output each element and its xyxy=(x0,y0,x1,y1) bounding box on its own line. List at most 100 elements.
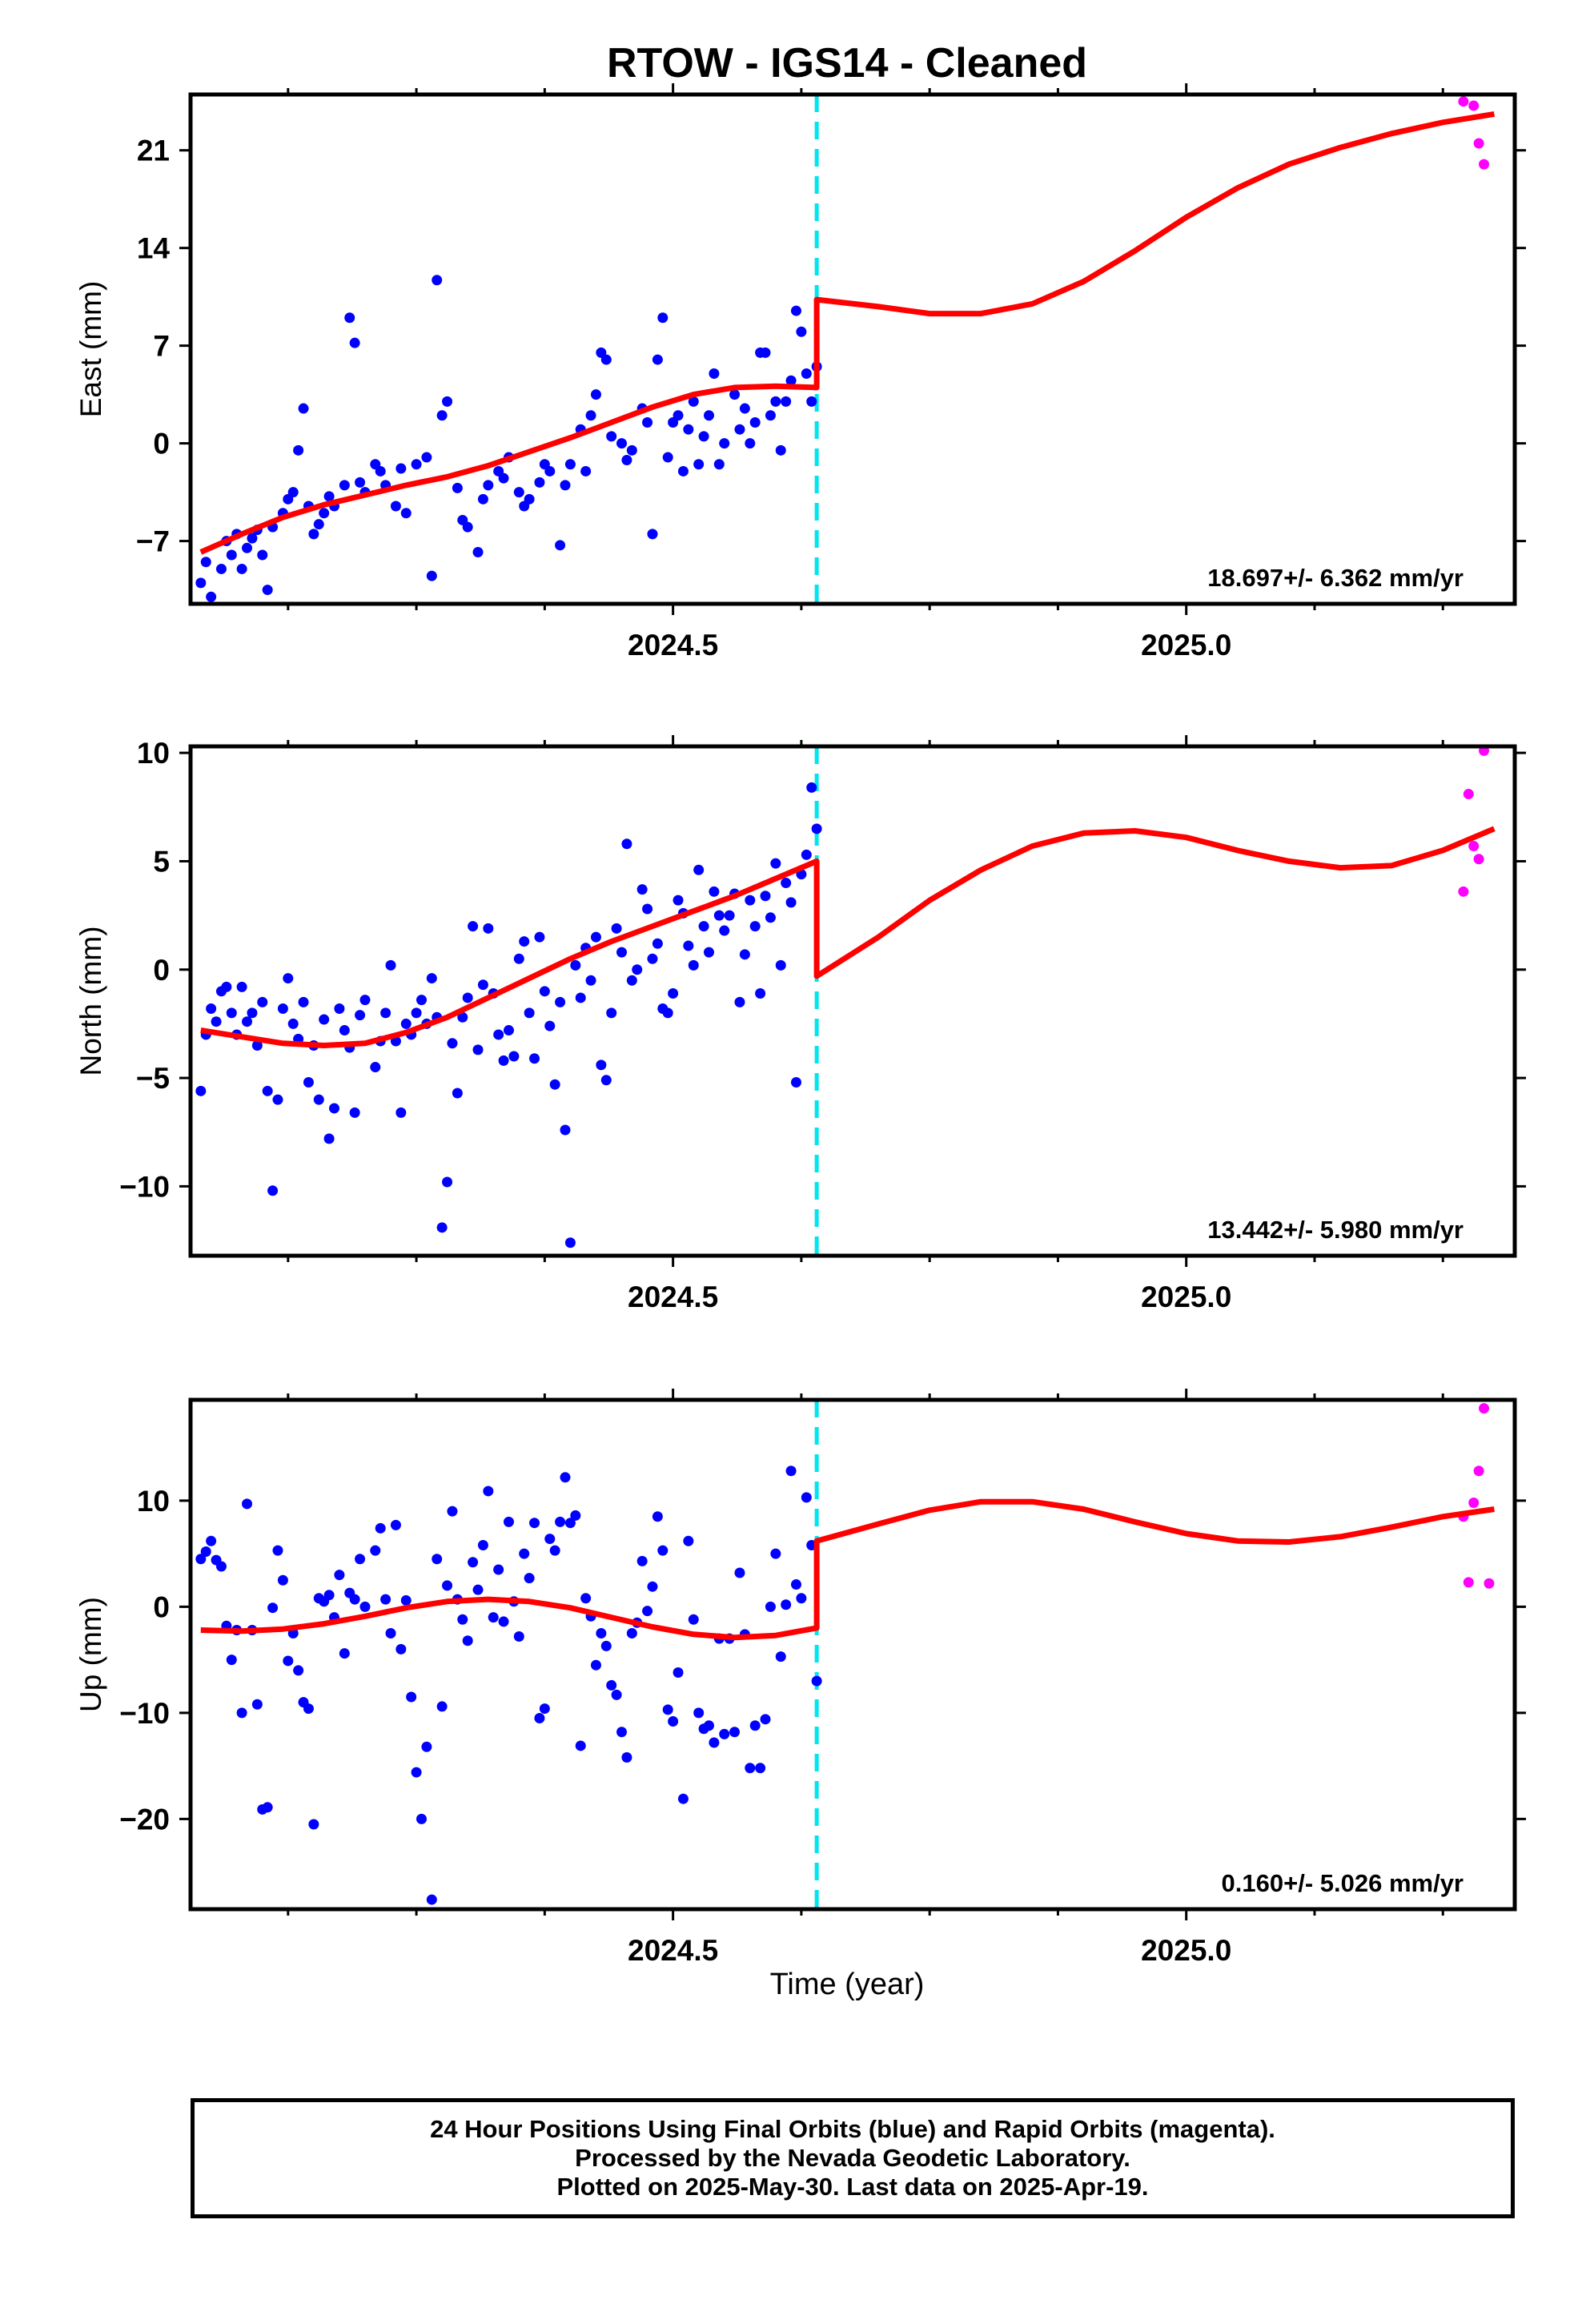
x-tick-label: 2025.0 xyxy=(1141,1934,1231,1967)
final-orbit-point xyxy=(621,455,632,466)
plot-frame xyxy=(188,744,1517,1258)
final-orbit-point xyxy=(251,1699,263,1710)
final-orbit-point xyxy=(355,1554,366,1565)
final-orbit-point xyxy=(673,895,684,906)
final-orbit-point xyxy=(616,1727,628,1738)
final-orbit-point xyxy=(247,533,258,544)
final-orbit-point xyxy=(785,1466,797,1477)
final-orbit-point xyxy=(688,959,699,971)
final-orbit-point xyxy=(359,995,371,1006)
final-orbit-point xyxy=(709,886,720,897)
final-orbit-point xyxy=(642,903,653,915)
final-orbit-point xyxy=(349,337,360,348)
final-orbit-point xyxy=(647,1581,658,1592)
final-orbit-point xyxy=(287,487,299,498)
final-orbit-point xyxy=(380,1594,391,1605)
final-orbit-point xyxy=(215,563,227,574)
final-orbit-point xyxy=(693,1707,705,1719)
final-orbit-point xyxy=(765,410,776,421)
final-orbit-point xyxy=(790,1579,801,1590)
final-orbit-point xyxy=(436,410,448,421)
final-orbit-point xyxy=(534,476,545,488)
final-orbit-point xyxy=(206,1003,217,1014)
x-tick-label: 2024.5 xyxy=(628,1934,718,1967)
final-orbit-point xyxy=(621,838,632,850)
final-orbit-point xyxy=(719,438,730,449)
final-orbit-point xyxy=(334,1003,345,1014)
final-orbit-point xyxy=(596,1628,607,1638)
final-orbit-point xyxy=(734,424,745,435)
final-orbit-point xyxy=(477,493,488,505)
final-orbit-point xyxy=(493,1029,504,1040)
final-orbit-point xyxy=(211,1016,222,1027)
final-orbit-point xyxy=(790,305,801,316)
model-curve xyxy=(199,111,1495,555)
final-orbit-point xyxy=(724,910,735,921)
final-orbit-point xyxy=(529,1518,540,1529)
final-orbit-point xyxy=(611,923,622,934)
final-orbit-point xyxy=(555,996,566,1007)
final-orbit-point xyxy=(668,988,679,999)
final-orbit-point xyxy=(195,1085,207,1096)
final-orbit-point xyxy=(195,577,207,589)
final-orbit-point xyxy=(560,1124,571,1136)
final-orbit-point xyxy=(564,1237,576,1248)
final-orbit-point xyxy=(760,891,771,902)
final-orbit-point xyxy=(308,529,319,540)
final-orbit-point xyxy=(785,375,797,386)
final-orbit-point xyxy=(483,1486,494,1497)
final-orbit-point xyxy=(298,403,309,414)
final-orbit-point xyxy=(596,1059,607,1071)
final-orbit-point xyxy=(713,459,725,470)
final-orbit-point xyxy=(462,1635,473,1647)
y-tick-label: 21 xyxy=(137,135,170,167)
rapid-orbit-point xyxy=(1463,1577,1474,1588)
final-orbit-point xyxy=(206,1535,217,1546)
final-orbit-point xyxy=(775,1651,786,1663)
y-axis-label: Up (mm) xyxy=(74,1597,107,1712)
final-orbit-point xyxy=(564,1518,576,1529)
final-orbit-point xyxy=(585,410,596,421)
final-orbit-point xyxy=(416,1813,427,1824)
final-orbit-point xyxy=(739,949,750,960)
final-orbit-point xyxy=(442,396,453,407)
final-orbit-point xyxy=(529,1053,540,1064)
final-orbit-point xyxy=(308,1819,319,1830)
final-orbit-point xyxy=(411,459,422,470)
final-orbit-point xyxy=(534,931,545,943)
final-orbit-point xyxy=(472,1044,484,1055)
final-orbit-point xyxy=(524,493,535,505)
rapid-orbit-point xyxy=(1468,840,1480,851)
footer-line-3: Plotted on 2025-May-30. Last data on 202… xyxy=(556,2173,1149,2201)
final-orbit-point xyxy=(770,396,781,407)
final-orbit-point xyxy=(790,1076,801,1088)
final-orbit-point xyxy=(298,996,309,1007)
final-orbit-point xyxy=(755,1763,766,1774)
final-orbit-point xyxy=(421,1741,432,1752)
final-orbit-point xyxy=(693,864,705,875)
final-orbit-point xyxy=(632,964,643,975)
final-orbit-point xyxy=(580,1593,592,1604)
final-orbit-point xyxy=(770,1548,781,1559)
final-orbit-point xyxy=(468,1557,479,1568)
final-orbit-point xyxy=(785,897,797,908)
final-orbit-point xyxy=(370,1545,381,1556)
final-orbit-point xyxy=(606,1679,617,1691)
x-axis-label: Time (year) xyxy=(770,1968,925,2001)
final-orbit-point xyxy=(626,1628,637,1638)
final-orbit-point xyxy=(544,1020,556,1031)
final-orbit-point xyxy=(400,1018,412,1029)
final-orbit-point xyxy=(226,549,237,561)
final-orbit-point xyxy=(755,988,766,999)
final-orbit-point xyxy=(267,1185,279,1196)
final-orbit-point xyxy=(272,1545,283,1556)
final-orbit-point xyxy=(396,1107,407,1118)
final-orbit-point xyxy=(385,1628,396,1638)
plot-frame xyxy=(188,92,1517,606)
final-orbit-point xyxy=(493,1564,504,1575)
final-orbit-point xyxy=(513,487,524,498)
final-orbit-point xyxy=(544,465,556,476)
final-orbit-point xyxy=(549,1545,560,1556)
final-orbit-point xyxy=(457,1614,468,1625)
final-orbit-point xyxy=(283,1655,294,1667)
